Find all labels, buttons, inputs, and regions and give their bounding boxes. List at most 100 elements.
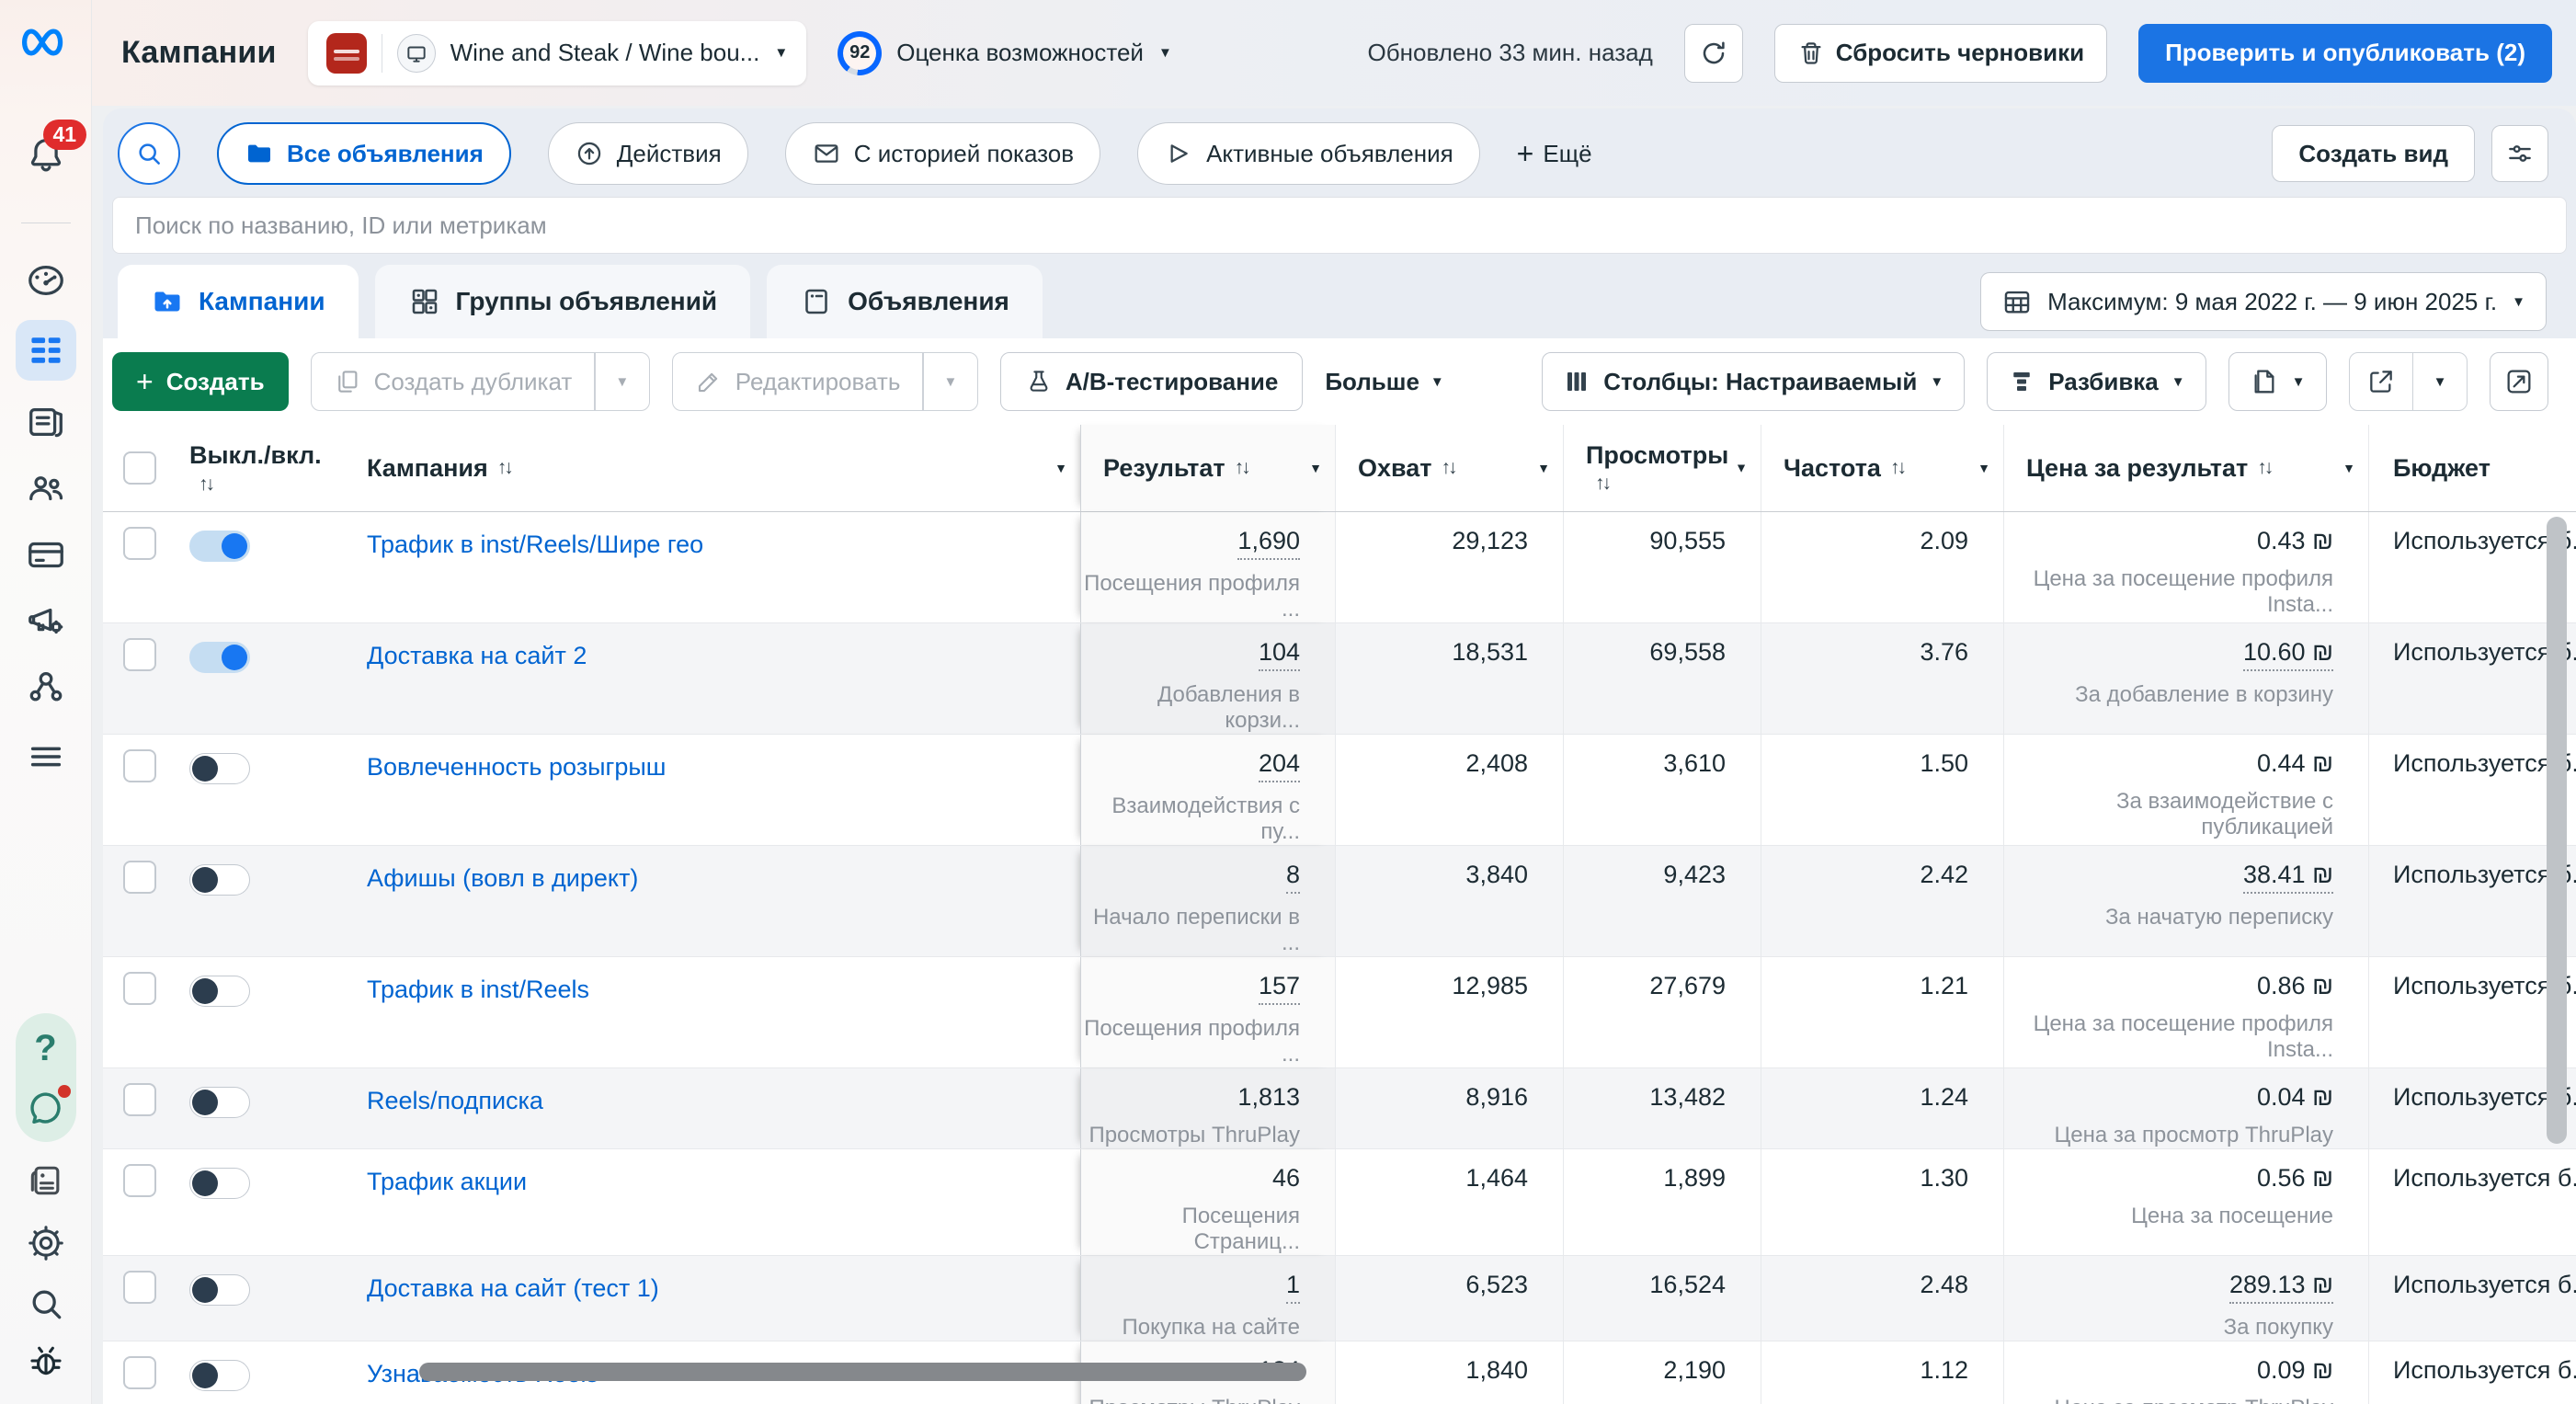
create-view-button[interactable]: Создать вид xyxy=(2272,125,2475,182)
sidebar-item-campaigns-active[interactable] xyxy=(16,320,76,381)
filter-pill-all-ads[interactable]: Все объявления xyxy=(217,122,511,185)
result-value[interactable]: 1,690 xyxy=(1237,527,1300,560)
column-header-reach[interactable]: Охват↑↓ ▼ xyxy=(1335,425,1563,511)
edit-dropdown[interactable]: ▼ xyxy=(924,353,977,410)
cost-per-result-value[interactable]: 0.09 ₪ xyxy=(2257,1356,2333,1385)
campaign-name-link[interactable]: Доставка на сайт (тест 1) xyxy=(367,1271,659,1303)
campaign-name-link[interactable]: Доставка на сайт 2 xyxy=(367,638,587,670)
filter-settings-button[interactable] xyxy=(2491,125,2548,182)
discard-drafts-button[interactable]: Сбросить черновики xyxy=(1774,24,2107,83)
campaign-toggle[interactable] xyxy=(189,531,250,562)
duplicate-button[interactable]: Создать дубликат xyxy=(312,353,595,410)
cost-per-result-value[interactable]: 0.44 ₪ xyxy=(2257,749,2333,778)
filter-pill-actions[interactable]: Действия xyxy=(548,122,748,185)
campaign-toggle[interactable] xyxy=(189,976,250,1007)
review-and-publish-button[interactable]: Проверить и опубликовать (2) xyxy=(2138,24,2552,83)
reports-button[interactable]: ▼ xyxy=(2228,352,2327,411)
tab-ads[interactable]: Объявления xyxy=(767,265,1043,338)
whats-new-icon[interactable] xyxy=(26,1160,66,1201)
vertical-scrollbar-thumb[interactable] xyxy=(2547,517,2567,1144)
column-menu-caret[interactable]: ▼ xyxy=(1735,460,1748,476)
campaign-toggle[interactable] xyxy=(189,1087,250,1118)
edit-button[interactable]: Редактировать xyxy=(673,353,923,410)
campaign-name-link[interactable]: Трафик в inst/Reels xyxy=(367,972,589,1004)
sidebar-search-icon[interactable] xyxy=(26,1284,66,1324)
sidebar-item-audiences[interactable] xyxy=(25,467,67,509)
export-dropdown[interactable]: ▼ xyxy=(2413,353,2467,410)
cost-per-result-value[interactable]: 38.41 ₪ xyxy=(2243,861,2333,894)
row-checkbox[interactable] xyxy=(123,861,156,894)
result-value[interactable]: 104 xyxy=(1259,638,1300,671)
row-checkbox[interactable] xyxy=(123,1164,156,1197)
campaign-toggle[interactable] xyxy=(189,642,250,673)
campaign-name-link[interactable]: Трафик акции xyxy=(367,1164,527,1196)
ad-account-selector[interactable]: Wine and Steak / Wine bou... ▼ xyxy=(308,21,807,86)
result-value[interactable]: 157 xyxy=(1259,972,1300,1005)
campaign-toggle[interactable] xyxy=(189,864,250,896)
column-menu-caret[interactable]: ▼ xyxy=(2342,461,2355,475)
cost-per-result-value[interactable]: 0.56 ₪ xyxy=(2257,1164,2333,1193)
row-checkbox[interactable] xyxy=(123,749,156,782)
campaign-name-link[interactable]: Вовлеченность розыгрыш xyxy=(367,749,666,782)
cost-per-result-value[interactable]: 0.04 ₪ xyxy=(2257,1083,2333,1112)
horizontal-scrollbar-thumb[interactable] xyxy=(419,1363,1306,1381)
tab-ad-sets[interactable]: Группы объявлений xyxy=(375,265,751,338)
notifications-bell[interactable]: 41 xyxy=(25,134,67,177)
breakdown-button[interactable]: Разбивка ▼ xyxy=(1987,352,2206,411)
filter-pill-had-delivery[interactable]: С историей показов xyxy=(785,122,1100,185)
opportunity-score[interactable]: 92 Оценка возможностей ▼ xyxy=(838,31,1172,75)
sidebar-item-ads-settings[interactable] xyxy=(25,599,67,642)
all-tools-menu-icon[interactable] xyxy=(25,736,67,778)
cost-per-result-value[interactable]: 289.13 ₪ xyxy=(2229,1271,2333,1304)
date-range-selector[interactable]: Максимум: 9 мая 2022 г. — 9 июн 2025 г. … xyxy=(1980,272,2547,331)
campaign-toggle[interactable] xyxy=(189,1360,250,1391)
cost-per-result-value[interactable]: 0.43 ₪ xyxy=(2257,527,2333,555)
campaign-toggle[interactable] xyxy=(189,753,250,784)
row-checkbox[interactable] xyxy=(123,638,156,671)
more-actions-button[interactable]: Больше ▼ xyxy=(1325,368,1443,396)
column-header-frequency[interactable]: Частота↑↓ ▼ xyxy=(1761,425,2003,511)
column-menu-caret[interactable]: ▼ xyxy=(1054,461,1067,475)
support-chat-icon[interactable] xyxy=(25,1087,67,1129)
column-header-views[interactable]: Просмотры↑↓ ▼ xyxy=(1563,425,1761,511)
result-value[interactable]: 46 xyxy=(1272,1164,1300,1193)
result-value[interactable]: 8 xyxy=(1286,861,1300,894)
export-button[interactable] xyxy=(2350,353,2412,410)
more-filters-button[interactable]: + Ещё xyxy=(1517,139,1592,168)
cost-per-result-value[interactable]: 0.86 ₪ xyxy=(2257,972,2333,1000)
refresh-button[interactable] xyxy=(1684,24,1743,83)
column-menu-caret[interactable]: ▼ xyxy=(1537,461,1550,475)
sidebar-item-account-overview[interactable] xyxy=(25,259,67,302)
column-header-campaign[interactable]: Кампания↑↓ ▼ xyxy=(337,425,1080,511)
row-checkbox[interactable] xyxy=(123,1356,156,1389)
result-value[interactable]: 204 xyxy=(1259,749,1300,782)
sidebar-item-business-structure[interactable] xyxy=(25,666,67,708)
tab-campaigns[interactable]: Кампании xyxy=(118,265,359,338)
row-checkbox[interactable] xyxy=(123,1271,156,1304)
result-value[interactable]: 1,813 xyxy=(1237,1083,1300,1112)
column-header-cost-per-result[interactable]: Цена за результат↑↓ ▼ xyxy=(2003,425,2368,511)
view-charts-button[interactable] xyxy=(2490,352,2548,411)
filter-search-button[interactable] xyxy=(118,122,180,185)
sidebar-item-billing[interactable] xyxy=(25,533,67,576)
ab-test-button[interactable]: А/В-тестирование xyxy=(1000,352,1303,411)
create-campaign-button[interactable]: + Создать xyxy=(112,352,289,411)
settings-gear-icon[interactable] xyxy=(26,1223,66,1263)
column-header-off-on[interactable]: Выкл./вкл.↑↓ xyxy=(177,425,337,511)
search-input[interactable] xyxy=(112,197,2567,254)
campaign-toggle[interactable] xyxy=(189,1168,250,1199)
row-checkbox[interactable] xyxy=(123,972,156,1005)
select-all-checkbox[interactable] xyxy=(123,451,156,485)
campaign-name-link[interactable]: Трафик в inst/Reels/Шире гео xyxy=(367,527,703,559)
campaign-name-link[interactable]: Афишы (вовл в директ) xyxy=(367,861,638,893)
campaign-toggle[interactable] xyxy=(189,1274,250,1306)
cost-per-result-value[interactable]: 10.60 ₪ xyxy=(2243,638,2333,671)
duplicate-dropdown[interactable]: ▼ xyxy=(596,353,649,410)
column-menu-caret[interactable]: ▼ xyxy=(1309,461,1322,475)
column-menu-caret[interactable]: ▼ xyxy=(1978,461,1990,475)
help-icon[interactable]: ? xyxy=(34,1028,56,1069)
campaign-name-link[interactable]: Reels/подписка xyxy=(367,1083,543,1115)
row-checkbox[interactable] xyxy=(123,527,156,560)
report-bug-icon[interactable] xyxy=(26,1341,66,1381)
column-header-result[interactable]: Результат↑↓ ▼ xyxy=(1080,425,1335,511)
